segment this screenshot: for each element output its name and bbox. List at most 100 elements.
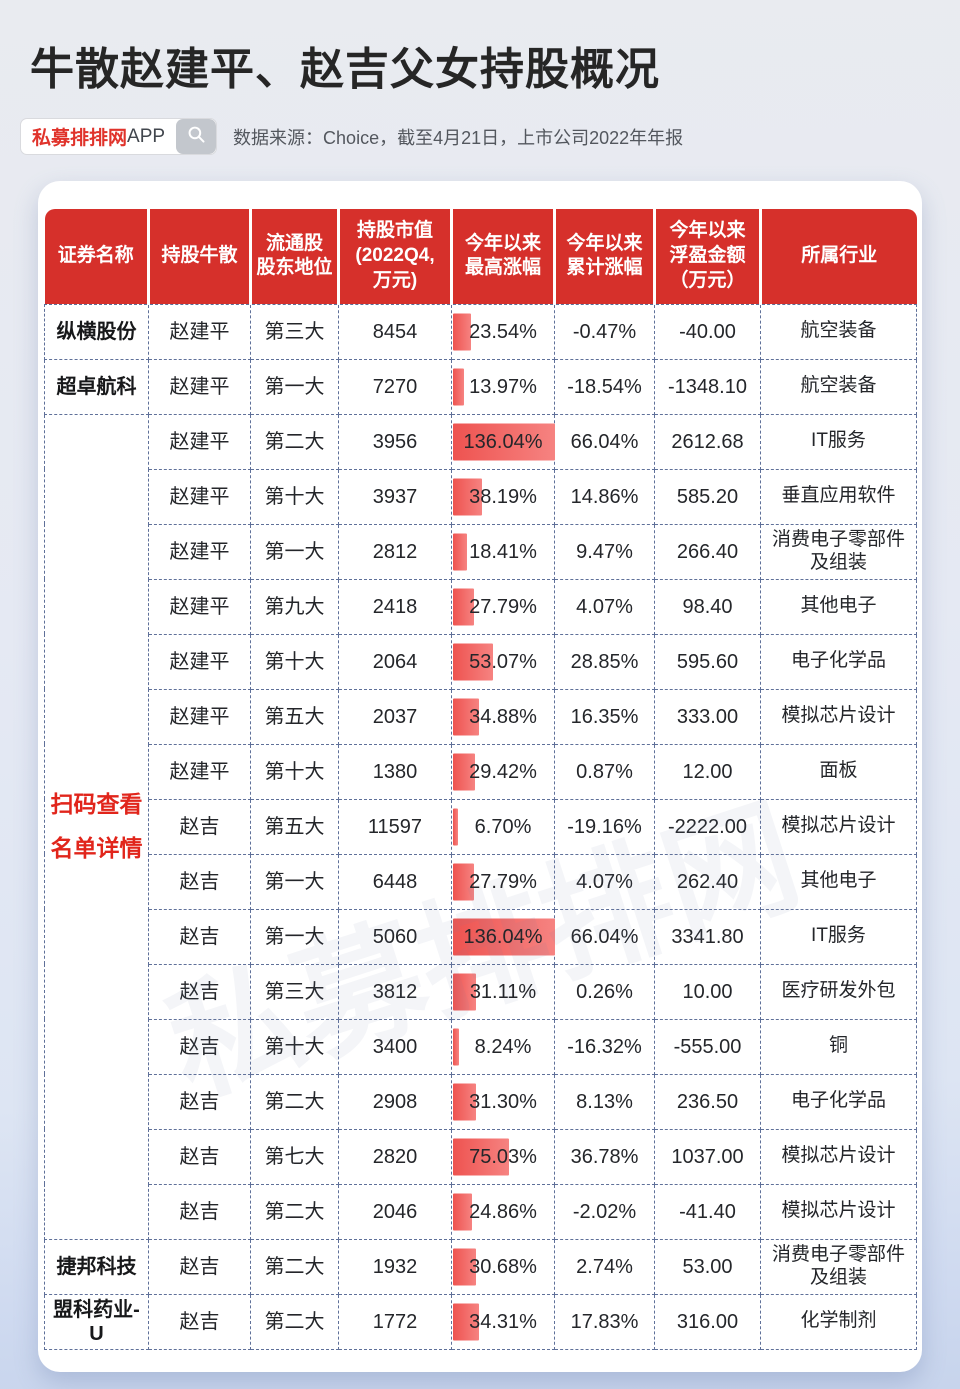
gain-bar [453,313,471,350]
cell-ytd-gain: 28.85% [554,633,655,690]
cell-market-value: 11597 [338,798,452,855]
cell-market-value: 2812 [338,523,452,580]
cell-ytd-gain: -16.32% [554,1018,655,1075]
cell-rank: 第十大 [250,743,339,800]
meta-row: 私募排排网 APP 数据来源：Choice，截至4月21日，上市公司2022年年报 [20,118,960,155]
gain-bar [453,368,464,405]
col-header-security-name: 证券名称 [44,209,149,304]
col-header-industry: 所属行业 [759,209,917,304]
cell-rank: 第十大 [250,468,339,525]
cell-industry: 医疗研发外包 [760,963,917,1020]
cell-ytd-gain: 2.74% [554,1238,655,1295]
cell-max-gain: 13.97% [451,358,555,415]
cell-profit: -40.00 [654,303,761,360]
cell-rank: 第三大 [250,303,339,360]
cell-profit: 53.00 [654,1238,761,1295]
cell-profit: 236.50 [654,1073,761,1130]
cell-profit: 585.20 [654,468,761,525]
table-row: 赵建平 第十大 1380 29.42% 0.87% 12.00 面板 [45,743,917,800]
table-row: 赵建平 第一大 2812 18.41% 9.47% 266.40 消费电子零部件及组装 [45,523,917,580]
cell-rank: 第一大 [250,853,339,910]
table-row: 赵吉 第一大 6448 27.79% 4.07% 262.40 其他电子 [45,853,917,910]
cell-holder: 赵建平 [148,523,251,580]
cell-market-value: 3400 [338,1018,452,1075]
cell-holder: 赵吉 [148,1183,251,1240]
cell-market-value: 1932 [338,1238,452,1295]
gain-value: 6.70% [474,815,532,838]
app-label: APP [127,125,166,147]
cell-ytd-gain: 0.26% [554,963,655,1020]
cell-industry: 消费电子零部件及组装 [760,1238,917,1295]
gain-bar [453,973,477,1010]
table-row: 赵吉 第七大 2820 75.03% 36.78% 1037.00 模拟芯片设计 [45,1128,917,1185]
cell-rank: 第十大 [250,633,339,690]
col-header-ytd-gain: 今年以来 累计涨幅 [553,209,655,304]
gain-bar [453,478,482,515]
cell-industry: 化学制剂 [760,1293,917,1350]
cell-ytd-gain: 17.83% [554,1293,655,1350]
gain-bar [453,1138,510,1175]
data-source-note: 数据来源：Choice，截至4月21日，上市公司2022年年报 [233,127,684,148]
table-row: 赵吉 第三大 3812 31.11% 0.26% 10.00 医疗研发外包 [45,963,917,1020]
table-row: 赵吉 第一大 5060 136.04% 66.04% 3341.80 IT服务 [45,908,917,965]
table-row: 盟科药业-U 赵吉 第二大 1772 34.31% 17.83% 316.00 化学制剂 [44,1293,917,1350]
cell-market-value: 6448 [338,853,452,910]
app-badge[interactable]: 私募排排网 APP [20,118,218,155]
cell-market-value: 2908 [338,1073,452,1130]
cell-industry: 垂直应用软件 [760,468,917,525]
cell-market-value: 3937 [338,468,452,525]
cell-holder: 赵建平 [148,303,251,360]
table-row: 赵吉 第五大 11597 6.70% -19.16% -2222.00 模拟芯片设计 [45,798,917,855]
cell-profit: 98.40 [654,578,761,635]
cell-profit: 262.40 [654,853,761,910]
cell-holder: 赵建平 [148,468,251,525]
cell-ytd-gain: 8.13% [554,1073,655,1130]
gain-bar [453,643,493,680]
cell-ytd-gain: 0.87% [554,743,655,800]
cell-market-value: 1772 [338,1293,452,1350]
cell-ytd-gain: -2.02% [554,1183,655,1240]
table-row: 赵建平 第九大 2418 27.79% 4.07% 98.40 其他电子 [45,578,917,635]
cell-industry: 消费电子零部件及组装 [760,523,917,580]
cell-ytd-gain: 4.07% [554,853,655,910]
cell-rank: 第十大 [250,1018,339,1075]
cell-holder: 赵吉 [148,963,251,1020]
cell-profit: 595.60 [654,633,761,690]
cell-industry: 模拟芯片设计 [760,1128,917,1185]
cell-industry: 航空装备 [760,303,917,360]
cell-market-value: 1380 [338,743,452,800]
header-row: 证券名称 持股牛散 流通股 股东地位 持股市值 (2022Q4, 万元) 今年以… [44,209,917,304]
search-button[interactable] [176,119,217,154]
cell-rank: 第一大 [250,908,339,965]
cell-industry: 其他电子 [760,578,917,635]
gain-value: 29.42% [469,760,537,783]
cell-max-gain: 31.11% [451,963,555,1020]
cell-holder: 赵吉 [148,908,251,965]
cell-ytd-gain: -19.16% [554,798,655,855]
cell-max-gain: 31.30% [451,1073,555,1130]
cell-holder: 赵吉 [148,1073,251,1130]
cell-ytd-gain: 66.04% [554,908,655,965]
cell-industry: IT服务 [760,413,917,470]
table-row: 赵吉 第二大 2908 31.30% 8.13% 236.50 电子化学品 [45,1073,917,1130]
cell-ytd-gain: -18.54% [554,358,655,415]
cell-holder: 赵建平 [148,688,251,745]
cell-stock-name: 超卓航科 [44,358,149,415]
cell-stock-name: 盟科药业-U [44,1293,149,1350]
cell-ytd-gain: 14.86% [554,468,655,525]
gain-bar [453,1028,460,1065]
cell-ytd-gain: 4.07% [554,578,655,635]
cell-ytd-gain: 66.04% [554,413,655,470]
gain-value: 31.30% [469,1090,537,1113]
page-title: 牛散赵建平、赵吉父女持股概况 [30,45,660,94]
cell-max-gain: 18.41% [451,523,555,580]
cell-industry: IT服务 [760,908,917,965]
cell-holder: 赵建平 [148,413,251,470]
gain-bar [453,588,474,625]
table-header: 证券名称 持股牛散 流通股 股东地位 持股市值 (2022Q4, 万元) 今年以… [44,209,917,304]
cell-holder: 赵建平 [148,578,251,635]
cell-holder: 赵吉 [148,1293,251,1350]
cell-rank: 第九大 [250,578,339,635]
qr-note-line: 扫码查看 [50,790,143,817]
col-header-rank: 流通股 股东地位 [249,209,339,304]
